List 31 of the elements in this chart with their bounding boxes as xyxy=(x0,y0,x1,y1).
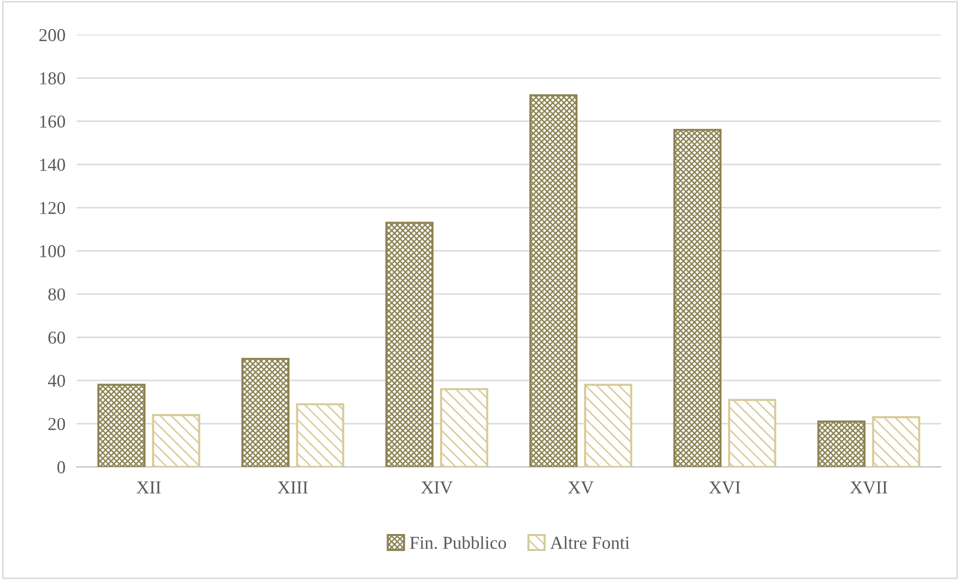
legend-label: Fin. Pubblico xyxy=(410,536,506,549)
x-tick-label: XIII xyxy=(278,481,308,494)
x-tick-label: XIV xyxy=(421,481,453,494)
y-tick-label: 100 xyxy=(40,245,65,258)
legend-label: Altre Fonti xyxy=(550,536,630,549)
bar xyxy=(241,358,290,467)
bar xyxy=(728,398,776,467)
bar xyxy=(673,128,722,467)
x-tick-label: XV xyxy=(568,481,594,494)
y-tick-label: 200 xyxy=(39,29,65,42)
y-tick-label: 40 xyxy=(48,374,65,387)
y-tick-label: 120 xyxy=(40,202,65,214)
y-tick-label: 180 xyxy=(40,72,65,84)
bar xyxy=(97,384,146,467)
x-tick-label: XVII xyxy=(850,481,888,494)
x-tick-label: XVI xyxy=(709,481,740,494)
y-tick-label: 140 xyxy=(40,158,65,171)
y-tick-label: 20 xyxy=(48,418,65,430)
bar xyxy=(440,388,488,467)
bar xyxy=(872,416,920,467)
bar xyxy=(817,420,866,467)
x-tick-label: XII xyxy=(136,481,161,494)
bar xyxy=(152,414,200,467)
y-tick-label: 60 xyxy=(48,332,65,344)
bar xyxy=(296,403,344,467)
bar xyxy=(584,384,632,467)
y-tick-label: 160 xyxy=(40,115,65,128)
bar xyxy=(529,94,578,467)
y-tick-label: 80 xyxy=(48,288,65,300)
y-tick-label: 0 xyxy=(57,461,65,474)
bar xyxy=(385,222,434,467)
